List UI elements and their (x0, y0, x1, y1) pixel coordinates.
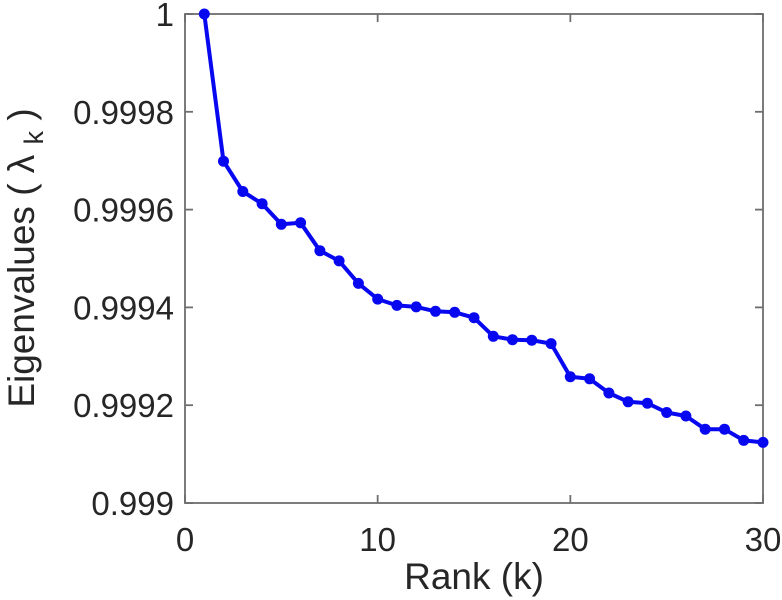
data-point (680, 410, 692, 422)
x-tick-label: 10 (359, 521, 396, 558)
series-line (202, 13, 764, 445)
data-point (198, 8, 210, 20)
data-point (295, 217, 307, 229)
y-axis-label-suffix: ) (1, 108, 42, 120)
tick-labels-layer: 0 10 20 30 1 0.9998 0.9996 0.9994 0.9992 0.999 (73, 0, 781, 558)
data-point (275, 218, 287, 230)
x-tick-label: 0 (176, 521, 194, 558)
y-tick-label: 0.999 (91, 485, 174, 522)
data-point (391, 299, 403, 311)
x-axis-label: Rank (k) (404, 556, 544, 597)
data-point (449, 306, 461, 318)
data-point (757, 436, 769, 448)
data-point (564, 371, 576, 383)
data-point (372, 293, 384, 305)
data-point (487, 330, 499, 342)
data-point (641, 397, 653, 409)
series-layer (198, 8, 769, 448)
x-tick-label: 30 (745, 521, 782, 558)
data-point (410, 301, 422, 313)
data-point (719, 423, 730, 435)
data-point (738, 434, 750, 446)
y-axis-label-subscript: k (19, 130, 49, 144)
data-point (584, 373, 596, 385)
data-point (526, 334, 538, 346)
data-point (468, 312, 480, 324)
y-tick-label: 0.9994 (73, 289, 174, 326)
data-point (237, 186, 249, 197)
data-point (699, 423, 711, 435)
y-axis-label: Eigenvalues ( λ k ) (1, 108, 51, 407)
data-point (622, 396, 634, 408)
data-point (256, 198, 268, 210)
y-tick-label: 0.9998 (73, 94, 174, 131)
data-point (218, 155, 229, 167)
data-point (314, 245, 326, 257)
ticks-layer (184, 13, 764, 504)
data-point (430, 305, 441, 317)
y-tick-label: 1 (156, 0, 174, 33)
y-tick-label: 0.9996 (73, 192, 174, 229)
data-point (603, 387, 615, 399)
data-point (545, 338, 557, 350)
x-tick-label: 20 (552, 521, 589, 558)
data-point (507, 334, 518, 346)
data-point (352, 277, 364, 289)
plot-box (184, 13, 764, 504)
y-axis-label-prefix: Eigenvalues ( λ (1, 154, 42, 407)
data-point (661, 407, 673, 418)
y-tick-label: 0.9992 (73, 387, 174, 424)
data-point (333, 255, 345, 267)
